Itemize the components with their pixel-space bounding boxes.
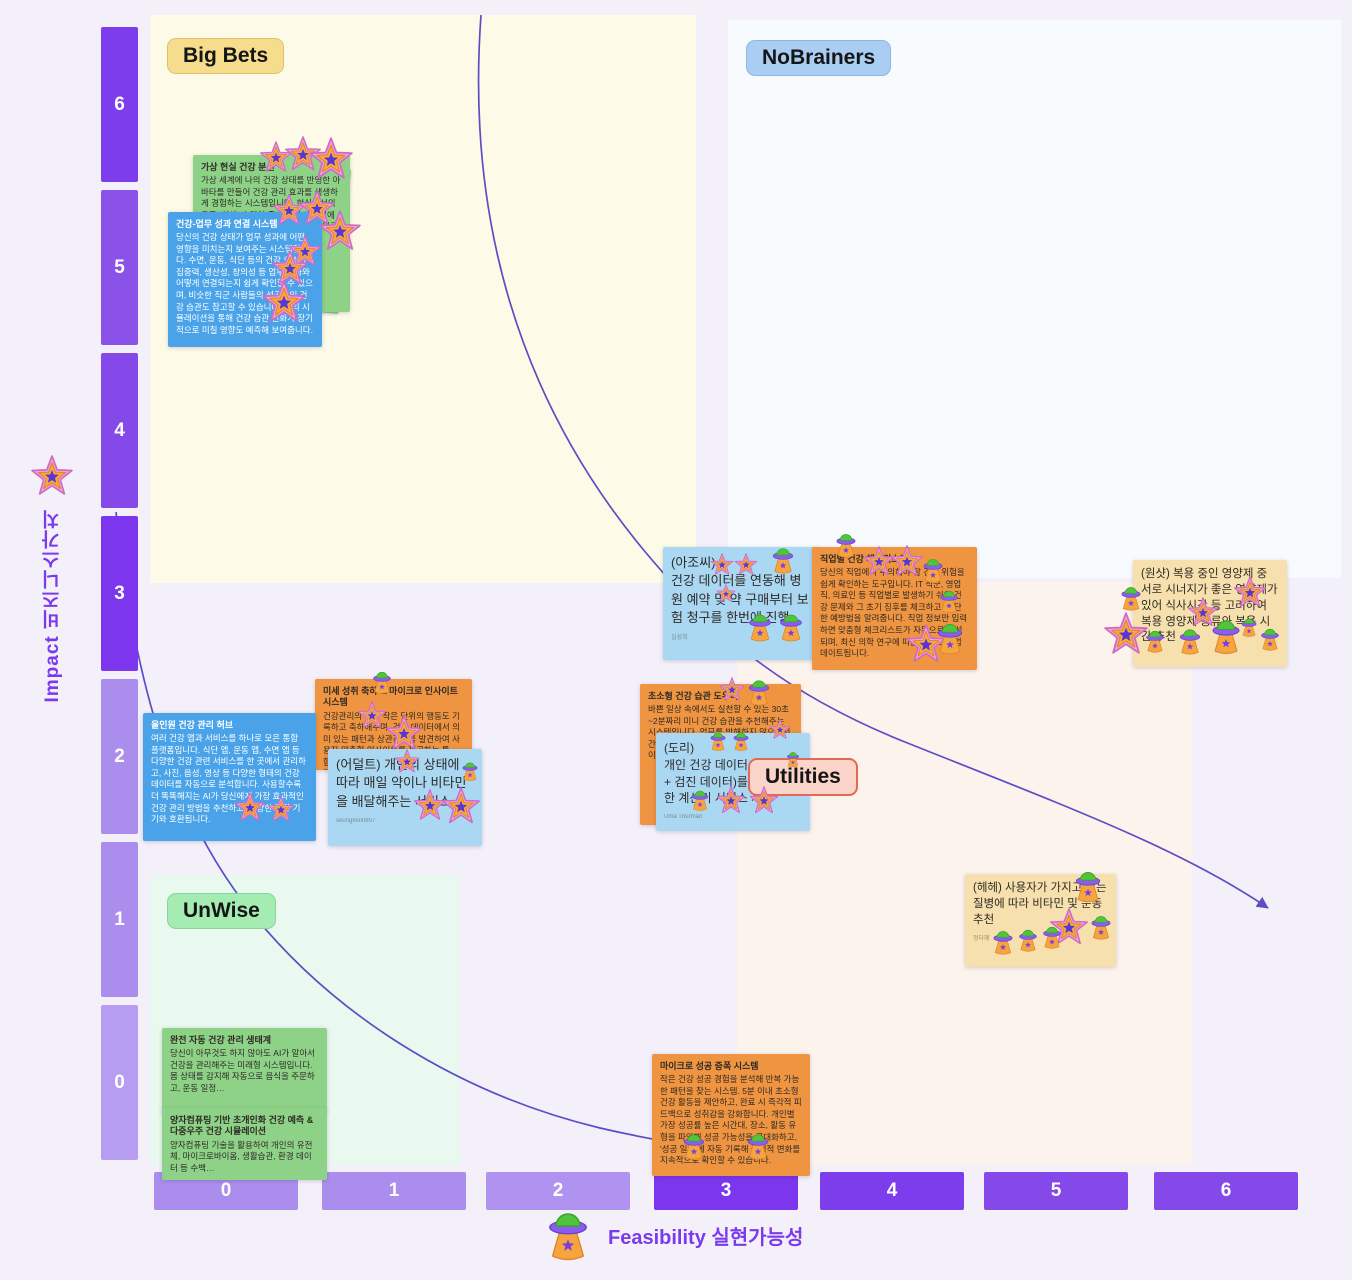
- note-quantum-simulation[interactable]: 양자컴퓨팅 기반 초개인화 건강 예측 & 다중우주 건강 시뮬레이션 양자컴퓨…: [162, 1108, 327, 1180]
- note-body: (어덜트) 개인의 상태에 따라 매일 약이나 비타민을 배달해주는 서비스: [336, 757, 467, 809]
- quadrant-label-big-bets[interactable]: Big Bets: [167, 38, 285, 74]
- note-body: 건강 데이터를 연동해 병원 예약 및 약 구매부터 보험 청구를 한번에 진행: [671, 573, 809, 626]
- note-body: (헤헤) 사용자가 가지고 있는 질병에 따라 비타민 및 운동 추천: [973, 882, 1107, 926]
- note-title: 미세 성취 축하 & 마이크로 인사이트 시스템: [323, 686, 458, 708]
- y-axis-label: Impact 비즈니스가치: [41, 509, 63, 703]
- quadrant-nobrainers-area: [728, 20, 1341, 578]
- x-axis-tick-5: 5: [984, 1172, 1128, 1210]
- note-ajossi-insurance[interactable]: (아조씨) 건강 데이터를 연동해 병원 예약 및 약 구매부터 보험 청구를 …: [663, 547, 820, 660]
- note-body: 당신의 건강 상태가 업무 성과에 어떤 영향을 미치는지 보여주는 시스템입니…: [176, 232, 313, 335]
- note-adult-vitamin-delivery[interactable]: (어덜트) 개인의 상태에 따라 매일 약이나 비타민을 배달해주는 서비스 s…: [328, 749, 482, 846]
- note-health-work-link[interactable]: 건강-업무 성과 연결 시스템 당신의 건강 상태가 업무 성과에 어떤 영향을…: [168, 212, 322, 347]
- star-icon: [30, 455, 74, 499]
- note-prefix: (아조씨): [671, 555, 716, 570]
- note-prefix: (도리): [664, 741, 695, 755]
- note-title: 가상 현실 건강 분신: [201, 162, 275, 172]
- note-author: 심성희: [671, 634, 688, 641]
- y-axis-label-group: Impact 비즈니스가치: [30, 455, 74, 703]
- note-author: 정다혜: [973, 935, 990, 942]
- quadrant-label-utilities[interactable]: Utilities: [748, 758, 858, 796]
- note-title: 직업별 건강 체크리스트: [820, 554, 908, 564]
- note-oneshot-supplements[interactable]: (원샷) 복용 중인 영양제 중 서로 시너지가 좋은 영양제가 있어 식사시간…: [1133, 560, 1287, 667]
- y-axis-tick-5: 5: [101, 190, 138, 345]
- x-axis-label-group: Feasibility 실현가능성: [540, 1205, 803, 1265]
- note-all-in-one-hub[interactable]: 올인원 건강 관리 허브 여러 건강 앱과 서비스를 하나로 모은 통합 플랫폼…: [143, 713, 316, 841]
- note-author: seungmin0807: [336, 818, 376, 825]
- note-title: 초소형 건강 습관 도우미: [648, 691, 739, 701]
- note-hehe-disease-recommendation[interactable]: (헤헤) 사용자가 가지고 있는 질병에 따라 비타민 및 운동 추천 정다혜: [965, 874, 1116, 967]
- note-body: 양자컴퓨팅 기술을 활용하여 개인의 유전체, 마이크로바이옴, 생활습관, 환…: [170, 1139, 313, 1173]
- quadrant-label-nobrainers[interactable]: NoBrainers: [746, 40, 892, 76]
- note-title: 건강-업무 성과 연결 시스템: [176, 219, 278, 229]
- x-axis-tick-4: 4: [820, 1172, 964, 1210]
- y-axis-tick-6: 6: [101, 27, 138, 182]
- x-axis-tick-6: 6: [1154, 1172, 1298, 1210]
- quadrant-label-unwise[interactable]: UnWise: [167, 893, 276, 929]
- x-axis-tick-3: 3: [654, 1172, 798, 1210]
- note-body: 당신의 직업에서 주의해야 할 건강 위험을 쉽게 확인하는 도구입니다. IT…: [820, 567, 968, 659]
- x-axis-tick-2: 2: [486, 1172, 630, 1210]
- note-title: 완전 자동 건강 관리 생태계: [170, 1035, 272, 1045]
- note-auto-health-ecosystem[interactable]: 완전 자동 건강 관리 생태계 당신이 아무것도 하지 않아도 AI가 알아서 …: [162, 1028, 327, 1113]
- y-axis-tick-2: 2: [101, 679, 138, 834]
- note-job-health-checklist[interactable]: 직업별 건강 체크리스트 당신의 직업에서 주의해야 할 건강 위험을 쉽게 확…: [812, 547, 977, 670]
- x-axis-label: Feasibility 실현가능성: [608, 1226, 804, 1249]
- y-axis-tick-3: 3: [101, 516, 138, 671]
- note-body: 당신이 아무것도 하지 않아도 AI가 알아서 건강을 관리해주는 미래형 시스…: [170, 1048, 315, 1093]
- note-body: (원샷) 복용 중인 영양제 중 서로 시너지가 좋은 영양제가 있어 식사시간…: [1141, 568, 1278, 644]
- note-title: 올인원 건강 관리 허브: [151, 720, 234, 730]
- ufo-icon: [540, 1205, 596, 1265]
- note-title: 마이크로 성공 증폭 시스템: [660, 1061, 759, 1071]
- y-axis-tick-0: 0: [101, 1005, 138, 1160]
- y-axis-tick-1: 1: [101, 842, 138, 997]
- note-author: Uma Thurman: [664, 814, 703, 821]
- note-micro-success-amplifier[interactable]: 마이크로 성공 증폭 시스템 작은 건강 성공 경험을 분석해 반복 가능한 패…: [652, 1054, 810, 1176]
- x-axis-tick-1: 1: [322, 1172, 466, 1210]
- note-body: 작은 건강 성공 경험을 분석해 반복 가능한 패턴을 찾는 시스템. 5분 이…: [660, 1074, 802, 1166]
- y-axis-tick-4: 4: [101, 353, 138, 508]
- note-body: 여러 건강 앱과 서비스를 하나로 모은 통합 플랫폼입니다. 식단 앱, 운동…: [151, 733, 306, 825]
- note-title: 양자컴퓨팅 기반 초개인화 건강 예측 & 다중우주 건강 시뮬레이션: [170, 1115, 314, 1137]
